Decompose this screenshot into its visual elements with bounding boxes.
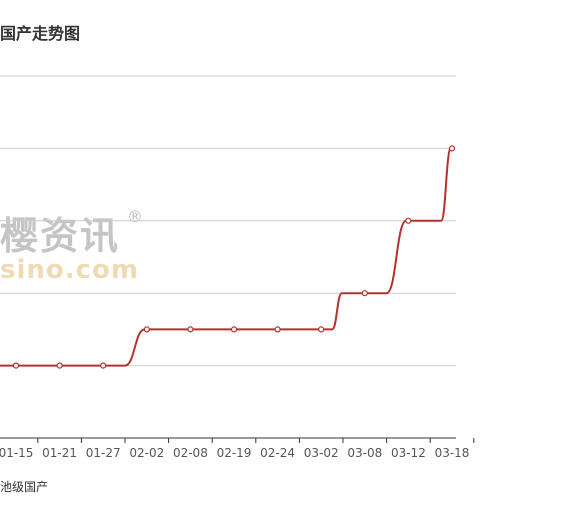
data-point[interactable]	[448, 145, 456, 152]
x-tick-label: 01-21	[42, 446, 77, 460]
series-line-path	[0, 147, 452, 367]
data-point[interactable]	[230, 326, 238, 333]
x-axis: 01-15 01-21 01-27 02-02 02-08 02-19 02-24 03-02…	[0, 437, 475, 460]
x-tick-label: 01-27	[86, 446, 121, 460]
x-tick-label: 02-24	[260, 446, 295, 460]
x-tick-label: 03-08	[347, 446, 382, 460]
data-point[interactable]	[187, 326, 194, 333]
legend-series-name: 池级国产	[0, 480, 49, 494]
data-point[interactable]	[143, 326, 150, 333]
data-point[interactable]	[405, 217, 412, 224]
data-point[interactable]	[12, 362, 20, 369]
data-point[interactable]	[361, 290, 368, 297]
watermark-domain: sino.com	[0, 255, 140, 285]
x-tick-label: 03-02	[304, 446, 339, 460]
x-tick-label: 01-15	[0, 446, 33, 460]
data-point[interactable]	[100, 362, 107, 369]
watermark-text: 樱资讯	[0, 214, 121, 258]
data-point[interactable]	[274, 326, 281, 333]
x-tick-label: 02-19	[217, 446, 252, 460]
x-tick-label: 02-08	[173, 446, 208, 460]
chart-title: 国产走势图	[0, 24, 81, 43]
data-point[interactable]	[56, 362, 63, 369]
grid-lines	[0, 75, 456, 367]
x-tick-label: 03-18	[435, 446, 470, 460]
x-tick-label: 02-02	[129, 446, 164, 460]
data-point[interactable]	[318, 326, 325, 333]
x-tick-label: 03-12	[391, 446, 426, 460]
series-line	[0, 147, 452, 367]
data-points	[12, 145, 456, 369]
